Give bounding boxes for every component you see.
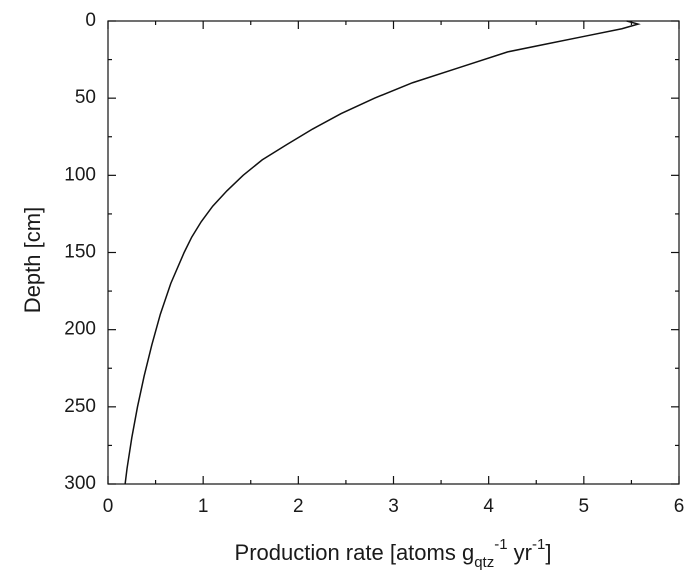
x-axis-label-superscript-2: -1 [532, 536, 545, 553]
y-tick-label: 0 [85, 10, 96, 31]
axes-group: 0 1 2 3 4 5 6 0 50 100 150 200 250 300 [64, 10, 684, 517]
y-tick-label: 100 [64, 164, 96, 185]
y-tick-label: 50 [75, 87, 96, 108]
y-tick-label: 150 [64, 242, 96, 263]
x-tick-label: 3 [388, 496, 399, 517]
x-tick-label: 2 [293, 496, 304, 517]
series-group [124, 20, 641, 485]
x-axis-label-main: Production rate [atoms g [235, 540, 475, 565]
x-tick-label: 6 [674, 496, 684, 517]
x-axis-label-subscript: qtz [474, 554, 494, 571]
x-axis-label-middle: yr [508, 540, 532, 565]
y-tick-label: 300 [64, 473, 96, 494]
y-tick-label: 200 [64, 319, 96, 340]
x-tick-label: 0 [103, 496, 114, 517]
x-axis-label-end: ] [545, 540, 551, 565]
x-axis-label: Production rate [atoms gqtz-1 yr-1] [235, 536, 552, 571]
x-tick-label: 4 [483, 496, 494, 517]
y-axis-label: Depth [cm] [20, 207, 45, 313]
x-tick-label: 5 [579, 496, 590, 517]
series-line [124, 20, 641, 485]
x-axis-label-superscript-1: -1 [494, 536, 507, 553]
y-tick-label: 250 [64, 396, 96, 417]
x-tick-label: 1 [198, 496, 209, 517]
